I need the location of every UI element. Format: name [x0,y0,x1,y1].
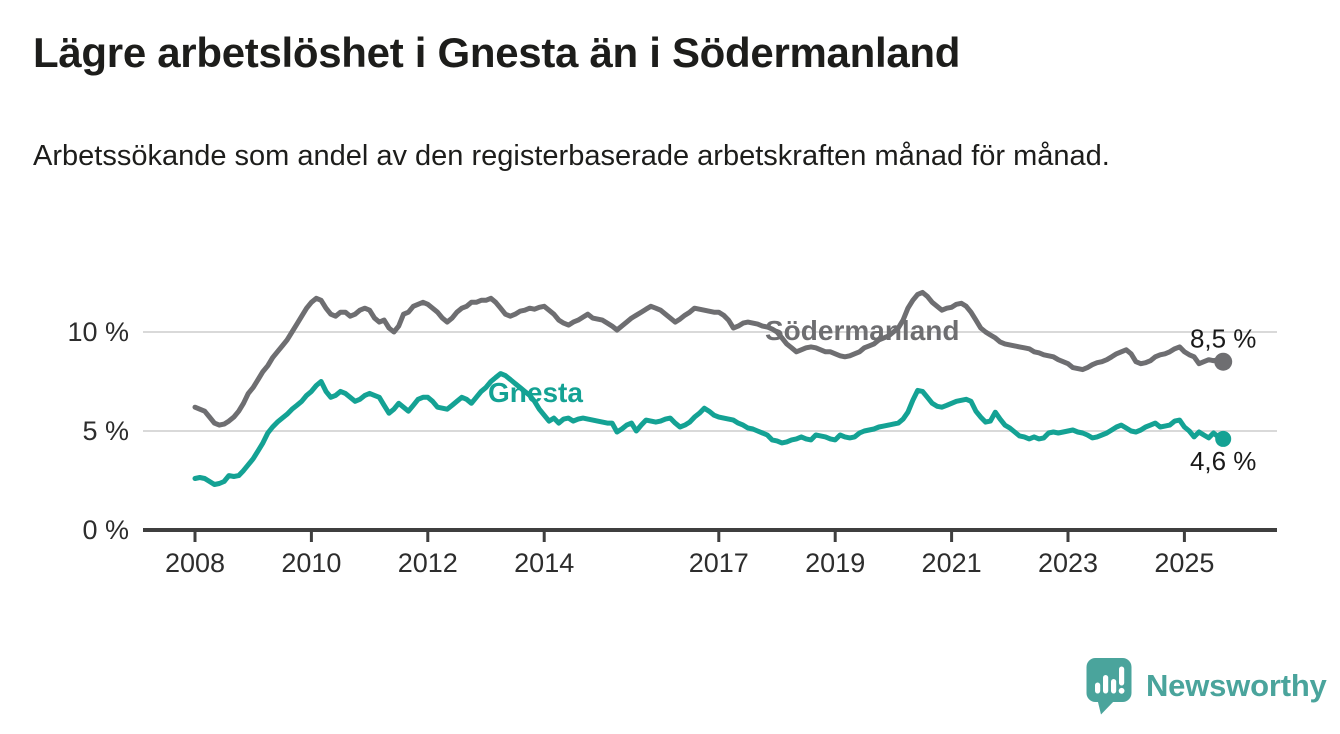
x-tick-label-2017: 2017 [689,548,749,578]
logo-exclamation-dot [1118,687,1125,694]
x-tick-label-2021: 2021 [922,548,982,578]
end-dot-södermanland [1214,352,1233,371]
logo-exclamation-stroke [1119,666,1125,686]
end-value-label-gnesta: 4,6 % [1190,446,1257,476]
x-axis-labels: 2008 2010 2012 2014 2017 2019 2021 2023 2025 [165,548,1214,578]
x-tick-label-2008: 2008 [165,548,225,578]
series-end-dots [1214,352,1233,447]
x-tick-label-2019: 2019 [805,548,865,578]
line-södermanland [192,289,1226,428]
chart-subtitle: Arbetssökande som andel av den registerb… [33,140,1110,172]
y-tick-label-0: 0 % [82,515,129,545]
x-tick-label-2023: 2023 [1038,548,1098,578]
line-gnesta [192,371,1226,487]
y-tick-label-5: 5 % [82,416,129,446]
y-tick-label-10: 10 % [67,317,129,347]
end-value-label-södermanland: 8,5 % [1190,324,1257,354]
series-end-value-labels: 8,5 % 4,6 % [1190,324,1257,476]
logo-bubble-tail [1097,698,1115,715]
newsworthy-logo-icon [1086,658,1132,715]
series-label-gnesta: Gnesta [488,377,583,408]
x-tick-label-2012: 2012 [398,548,458,578]
logo-bar-2 [1103,675,1109,694]
logo-bar-1 [1095,682,1101,694]
gridlines [143,331,1277,432]
newsworthy-wordmark: Newsworthy [1146,668,1327,703]
end-dot-gnesta [1215,430,1232,447]
logo-bar-3 [1111,679,1117,694]
series-lines [192,289,1226,487]
page-title: Lägre arbetslöshet i Gnesta än i Söderma… [33,29,961,76]
x-tick-label-2014: 2014 [514,548,574,578]
series-inline-labels: Södermanland Gnesta [488,315,959,408]
x-tick-label-2025: 2025 [1154,548,1214,578]
y-axis-labels: 0 % 5 % 10 % [67,317,129,545]
series-label-södermanland: Södermanland [765,315,959,346]
x-tick-label-2010: 2010 [281,548,341,578]
x-axis [143,528,1277,542]
newsworthy-logo: Newsworthy [1085,655,1327,717]
